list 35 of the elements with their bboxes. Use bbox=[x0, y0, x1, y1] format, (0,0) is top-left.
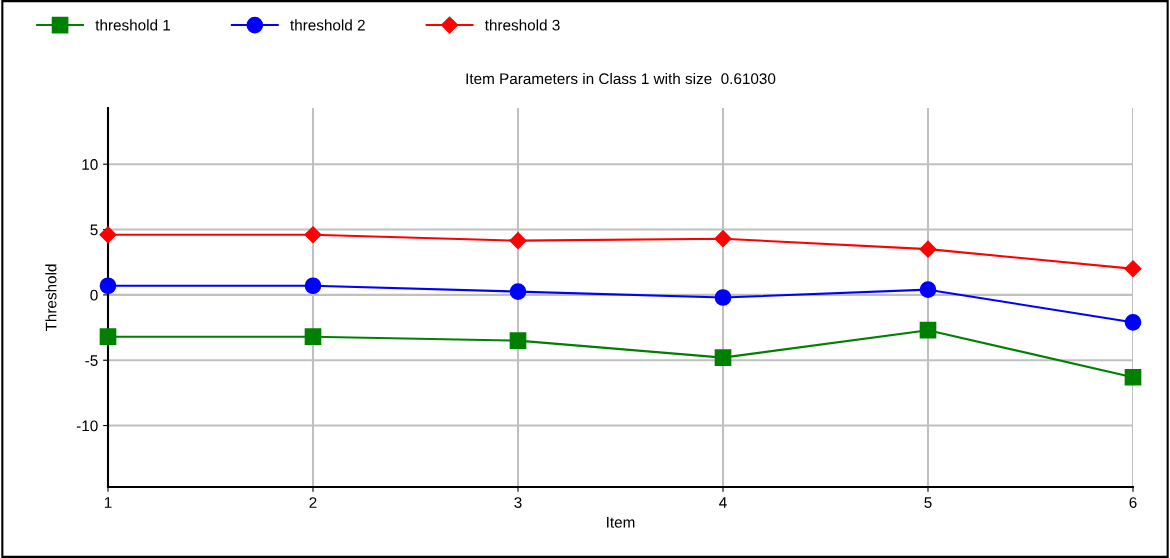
legend-label: threshold 1 bbox=[95, 19, 171, 31]
point bbox=[304, 328, 322, 346]
point bbox=[304, 226, 322, 244]
point bbox=[1124, 313, 1142, 331]
point bbox=[714, 349, 732, 366]
point bbox=[714, 289, 732, 306]
x-axis-title: Item bbox=[607, 517, 635, 528]
y-tick-label: -5 bbox=[85, 355, 98, 366]
point bbox=[509, 283, 527, 300]
x-tick-label: 1 bbox=[104, 497, 112, 508]
y-tick-label: 10 bbox=[82, 159, 98, 170]
legend-label: threshold 2 bbox=[290, 19, 365, 31]
point bbox=[304, 277, 322, 295]
y-tick-label: 5 bbox=[90, 224, 98, 236]
x-tick-label: 4 bbox=[719, 497, 727, 508]
point bbox=[919, 240, 937, 258]
x-tick-label: 6 bbox=[1129, 497, 1137, 508]
point bbox=[714, 230, 732, 248]
x-tick-label: 5 bbox=[924, 497, 932, 508]
legend-label: threshold 3 bbox=[484, 19, 560, 31]
point bbox=[1124, 368, 1142, 386]
point bbox=[99, 328, 117, 346]
x-tick-label: 2 bbox=[309, 497, 317, 508]
point bbox=[919, 281, 937, 298]
point bbox=[99, 277, 117, 295]
point bbox=[509, 232, 527, 250]
point bbox=[919, 321, 937, 339]
y-axis-title: Threshold bbox=[45, 264, 57, 332]
point bbox=[1124, 260, 1142, 278]
y-tick-label: 0 bbox=[90, 289, 98, 301]
y-tick-label: -10 bbox=[76, 420, 98, 432]
x-tick-label: 3 bbox=[514, 497, 522, 508]
point bbox=[509, 332, 527, 349]
point bbox=[99, 226, 117, 244]
chart-title: Item Parameters in Class 1 with size 0.61030 bbox=[466, 72, 776, 85]
